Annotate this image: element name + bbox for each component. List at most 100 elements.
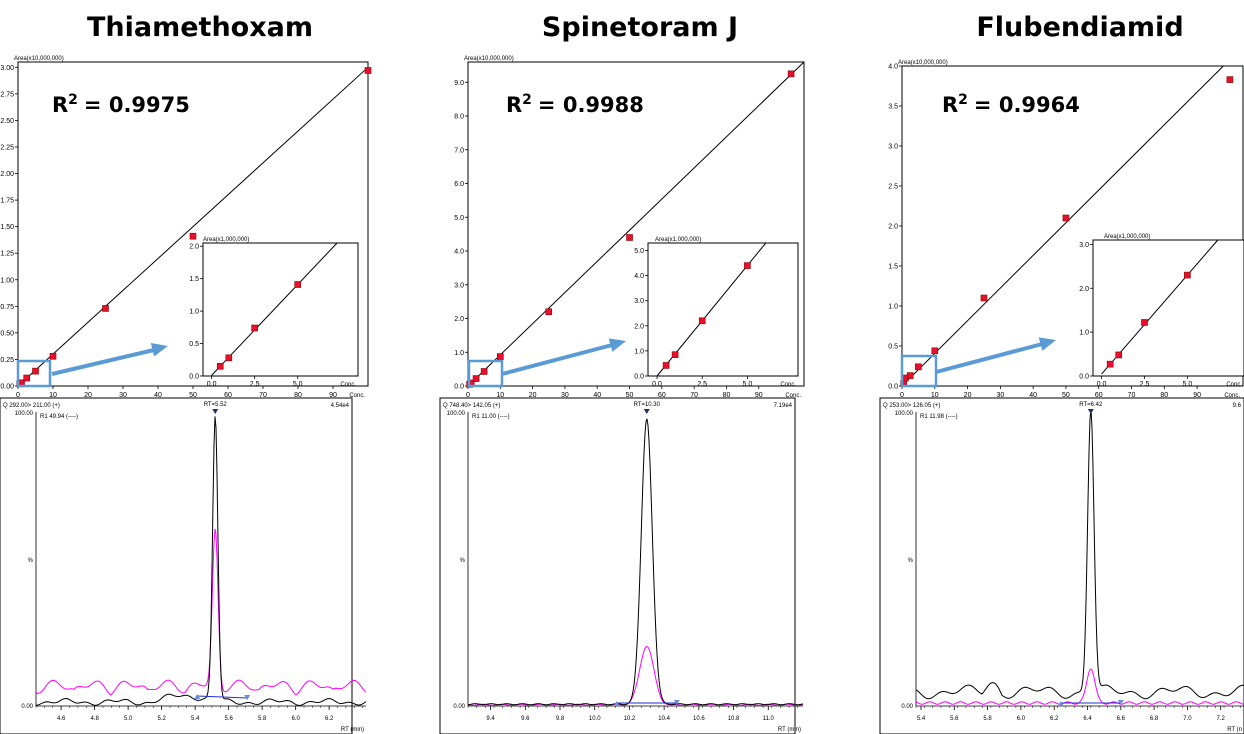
retention-time-label: RT=6.42 bbox=[1079, 402, 1103, 408]
baseline-start-marker bbox=[1057, 701, 1064, 706]
chromatogram-y-top-label: 100.00 bbox=[15, 411, 34, 417]
chromatogram-x-tick-label: 11.0 bbox=[763, 716, 775, 722]
r2-label: R2 = 0.9988 bbox=[506, 92, 644, 117]
zoom-box bbox=[16, 359, 52, 388]
y-tick-label: 2.0 bbox=[454, 316, 464, 323]
inset-y-tick-label: 5.0 bbox=[634, 248, 644, 255]
x-tick-label: 90 bbox=[755, 392, 763, 399]
chromatogram-header-left: Q 748.40> 142.05 (+) bbox=[443, 403, 500, 409]
inset-y-axis-label: Area(x1,000,000) bbox=[1104, 234, 1150, 240]
chromatogram-header-right: 9.6 bbox=[1233, 403, 1242, 409]
x-axis-label: Conc. bbox=[349, 393, 365, 399]
peak-apex-marker bbox=[212, 409, 219, 414]
x-tick-label: 30 bbox=[996, 392, 1004, 399]
x-tick-label: 70 bbox=[1128, 392, 1136, 399]
chromatogram-x-tick-label: 10.6 bbox=[693, 716, 705, 722]
x-tick-label: 70 bbox=[259, 392, 267, 399]
inset-y-tick-label: 1.0 bbox=[189, 309, 199, 316]
x-tick-label: 60 bbox=[224, 392, 232, 399]
inset-y-tick-label: 3.0 bbox=[1079, 242, 1089, 249]
inset-data-point bbox=[1184, 271, 1191, 279]
inset-x-axis-label: Conc. bbox=[340, 382, 356, 388]
y-tick-label: 2.50 bbox=[0, 118, 14, 125]
y-tick-label: 0.50 bbox=[0, 330, 14, 337]
y-tick-label: 0.5 bbox=[888, 344, 898, 351]
chromatogram-x-tick-label: 4.8 bbox=[90, 716, 99, 722]
y-axis-label: Area(x10,000,000) bbox=[898, 60, 948, 66]
chromatogram-frame bbox=[439, 397, 796, 734]
chromatogram-y-top-label: 100.00 bbox=[447, 411, 466, 417]
inset-y-tick-label: 1.5 bbox=[189, 276, 199, 283]
baseline-end-marker bbox=[244, 695, 251, 700]
chromatogram-x-tick-label: 6.2 bbox=[1050, 716, 1059, 722]
inset-y-tick-label: 0.0 bbox=[1079, 374, 1089, 381]
x-tick-label: 20 bbox=[84, 392, 92, 399]
inset-data-point bbox=[216, 362, 224, 370]
inset-x-tick-label: 5.0 bbox=[293, 381, 303, 388]
inset-x-tick-label: 0.0 bbox=[652, 381, 662, 388]
y-tick-label: 1.50 bbox=[0, 224, 14, 231]
qualifier-ion-trace bbox=[467, 645, 804, 706]
x-tick-label: 80 bbox=[294, 392, 302, 399]
panel-title: Flubendiamid bbox=[976, 12, 1184, 43]
peak-apex-marker bbox=[1087, 409, 1094, 414]
panel-thiamethoxam: Thiamethoxam Area(x10,000,000) Conc. 0 10 20… bbox=[0, 0, 400, 734]
inset-frame bbox=[202, 242, 359, 377]
x-axis-label: Conc. bbox=[785, 393, 801, 399]
y-tick-label: 9.0 bbox=[454, 80, 464, 87]
chromatogram-x-tick-label: 6.0 bbox=[1017, 716, 1026, 722]
inset-data-point bbox=[1141, 319, 1148, 326]
r2-label: R2 = 0.9975 bbox=[52, 92, 190, 117]
x-tick-label: 30 bbox=[561, 392, 569, 399]
data-point bbox=[931, 347, 939, 355]
y-tick-label: 3.5 bbox=[888, 104, 898, 111]
data-point bbox=[497, 353, 504, 360]
panel-chart: Area(x10,000,000) Conc. 0 10 20 30 40 50 60 70 80 9… bbox=[879, 60, 1244, 734]
zoom-arrow-head bbox=[150, 342, 168, 357]
inset-y-tick-label: 2.0 bbox=[1079, 286, 1089, 293]
chromatogram-x-tick-label: 10.0 bbox=[589, 716, 601, 722]
inset-frame bbox=[647, 242, 799, 377]
y-tick-label: 7.0 bbox=[454, 147, 464, 154]
chromatogram-x-tick-label: 6.2 bbox=[325, 716, 334, 722]
chromatogram-x-tick-label: 9.4 bbox=[486, 716, 495, 722]
retention-time-label: RT=5.52 bbox=[204, 402, 228, 408]
x-tick-label: 30 bbox=[119, 392, 127, 399]
inset-fit-line bbox=[211, 242, 338, 376]
chromatogram-y-bottom-label: 0.00 bbox=[21, 704, 33, 710]
data-point bbox=[980, 294, 988, 302]
calibration-frame bbox=[467, 61, 805, 387]
chromatogram-x-axis-label: RT (min) bbox=[778, 727, 801, 733]
inset-x-tick-label: 2.5 bbox=[1140, 381, 1150, 388]
inset-x-tick-label: 0.0 bbox=[207, 381, 217, 388]
inset-y-tick-label: 4.0 bbox=[634, 273, 644, 280]
y-tick-label: 1.0 bbox=[888, 304, 898, 311]
y-tick-label: 0.75 bbox=[0, 304, 14, 311]
x-tick-label: 20 bbox=[964, 392, 972, 399]
inset-y-axis-label: Area(x1,000,000) bbox=[655, 237, 701, 243]
data-point bbox=[787, 70, 795, 78]
chromatogram-x-tick-label: 10.8 bbox=[728, 716, 740, 722]
panel-spinetoram: Spinetoram J Area(x10,000,000) Conc. 0 10 20… bbox=[439, 0, 840, 734]
chromatogram-y-bottom-label: 0.00 bbox=[453, 704, 465, 710]
quantifier-ion-trace bbox=[467, 418, 804, 706]
chromatogram-x-tick-label: 5.2 bbox=[157, 716, 166, 722]
chromatogram-x-tick-label: 5.6 bbox=[224, 716, 233, 722]
chromatogram-y-top-label: 100.00 bbox=[895, 411, 914, 417]
y-tick-label: 2.5 bbox=[888, 184, 898, 191]
chromatogram-header-right: 7.19e4 bbox=[774, 403, 793, 409]
chromatogram-y-bottom-label: 0.00 bbox=[901, 704, 913, 710]
x-tick-label: 20 bbox=[529, 392, 537, 399]
x-tick-label: 80 bbox=[723, 392, 731, 399]
data-point bbox=[1062, 214, 1070, 222]
x-tick-label: 50 bbox=[189, 392, 197, 399]
chromatogram-x-tick-label: 6.8 bbox=[1150, 716, 1159, 722]
inset-x-axis-label: Conc. bbox=[780, 382, 796, 388]
inset-x-tick-label: 2.5 bbox=[250, 381, 260, 388]
data-point bbox=[1226, 76, 1234, 83]
x-tick-label: 10 bbox=[49, 392, 57, 399]
chromatogram-x-tick-label: 5.8 bbox=[983, 716, 992, 722]
y-tick-label: 2.0 bbox=[888, 224, 898, 231]
chromatogram-x-tick-label: 7.0 bbox=[1183, 716, 1192, 722]
inset-data-point bbox=[225, 354, 233, 362]
